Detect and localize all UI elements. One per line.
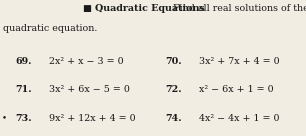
Text: 70.: 70. bbox=[165, 57, 182, 66]
Text: 69.: 69. bbox=[15, 57, 32, 66]
Text: Find all real solutions of the: Find all real solutions of the bbox=[161, 4, 306, 13]
Text: •: • bbox=[2, 114, 9, 123]
Text: 2x² + x − 3 = 0: 2x² + x − 3 = 0 bbox=[49, 57, 124, 66]
Text: 73.: 73. bbox=[15, 114, 32, 123]
Text: 74.: 74. bbox=[165, 114, 182, 123]
Text: 4x² − 4x + 1 = 0: 4x² − 4x + 1 = 0 bbox=[199, 114, 279, 123]
Text: 71.: 71. bbox=[15, 85, 32, 94]
Text: 72.: 72. bbox=[165, 85, 182, 94]
Text: quadratic equation.: quadratic equation. bbox=[3, 24, 97, 33]
Text: ■: ■ bbox=[83, 4, 91, 13]
Text: 3x² + 7x + 4 = 0: 3x² + 7x + 4 = 0 bbox=[199, 57, 279, 66]
Text: 3x² + 6x − 5 = 0: 3x² + 6x − 5 = 0 bbox=[49, 85, 130, 94]
Text: x² − 6x + 1 = 0: x² − 6x + 1 = 0 bbox=[199, 85, 274, 94]
Text: 9x² + 12x + 4 = 0: 9x² + 12x + 4 = 0 bbox=[49, 114, 136, 123]
Text: Quadratic Equations: Quadratic Equations bbox=[95, 4, 205, 13]
